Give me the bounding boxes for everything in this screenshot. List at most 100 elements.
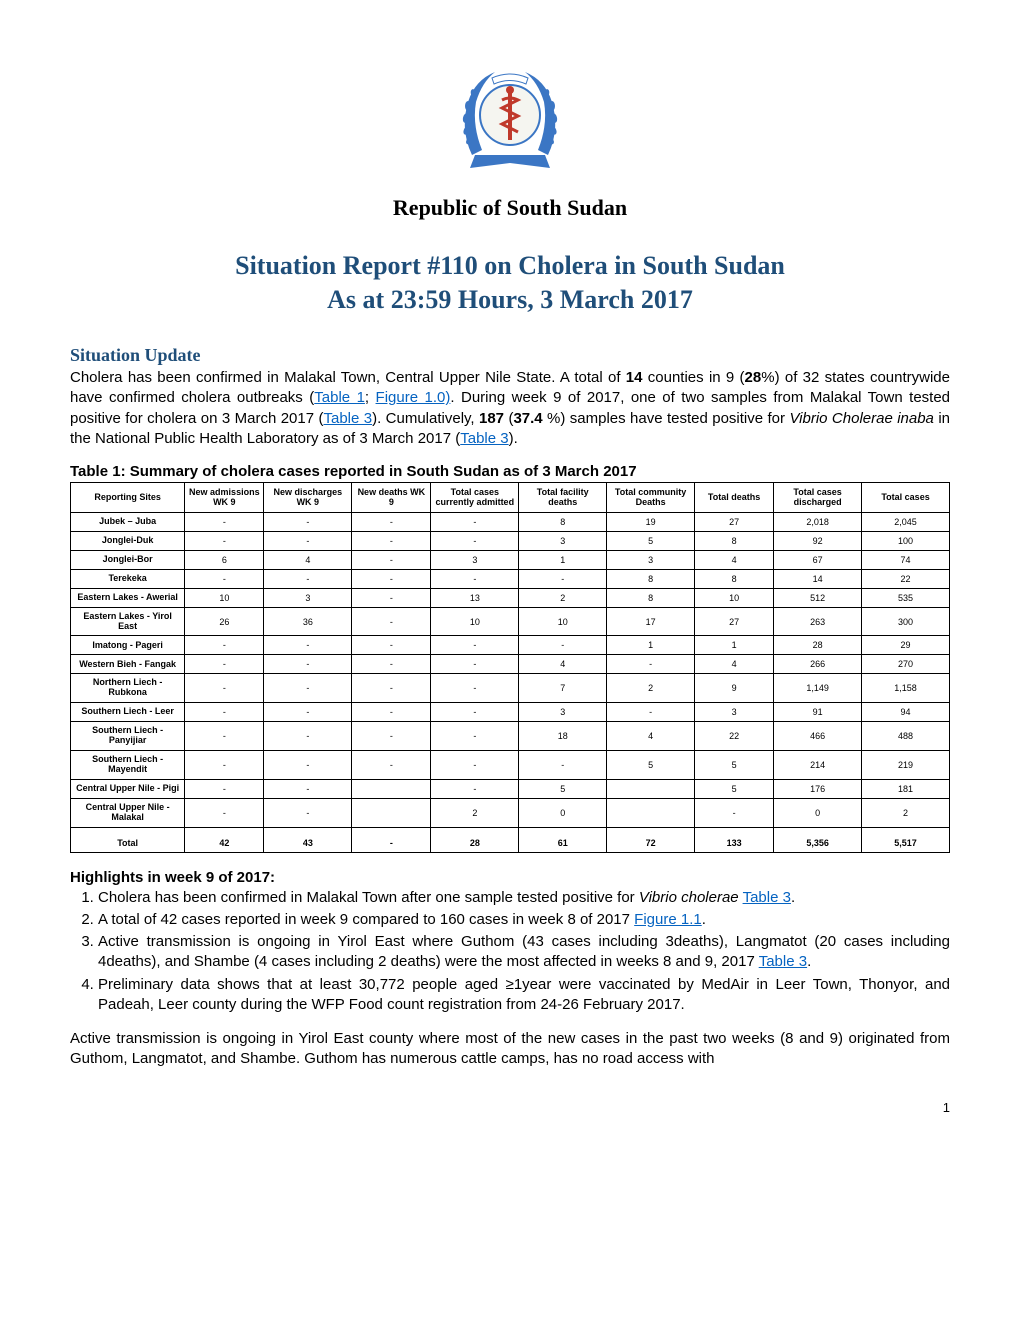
data-cell: 5 (607, 751, 695, 780)
text-span: Cholera has been confirmed in Malakal To… (98, 889, 639, 906)
table-row: Terekeka-----881422 (71, 569, 950, 588)
total-cell: 5,517 (862, 827, 950, 852)
table-row: Western Bieh - Fangak----4-4266270 (71, 655, 950, 674)
table-1-caption: Table 1: Summary of cholera cases report… (70, 463, 950, 480)
data-cell: 300 (862, 607, 950, 636)
data-cell: - (352, 636, 431, 655)
link-figure-1-0[interactable]: Figure 1.0) (376, 389, 451, 406)
link-table-3[interactable]: Table 3 (323, 410, 372, 427)
data-cell: 263 (774, 607, 862, 636)
data-cell: - (431, 674, 519, 703)
data-cell: - (431, 512, 519, 531)
data-cell: 3 (695, 703, 774, 722)
reporting-site-cell: Eastern Lakes - Yirol East (71, 607, 185, 636)
link-figure-1-1[interactable]: Figure 1.1 (634, 911, 702, 928)
data-cell: - (352, 607, 431, 636)
data-cell: - (607, 703, 695, 722)
data-cell: 1 (695, 636, 774, 655)
data-cell: 10 (431, 607, 519, 636)
data-cell: 4 (519, 655, 607, 674)
data-cell: 3 (519, 703, 607, 722)
data-cell (352, 779, 431, 798)
total-cell: 72 (607, 827, 695, 852)
data-cell: 91 (774, 703, 862, 722)
italic-vibrio: Vibrio Cholerae inaba (789, 410, 933, 427)
data-cell: - (352, 569, 431, 588)
data-cell: 266 (774, 655, 862, 674)
data-cell: 14 (774, 569, 862, 588)
data-cell: 27 (695, 512, 774, 531)
table-row: Central Upper Nile - Pigi---55176181 (71, 779, 950, 798)
table-total-row: Total4243-2861721335,3565,517 (71, 827, 950, 852)
data-cell: - (352, 751, 431, 780)
data-cell: - (519, 636, 607, 655)
data-cell: 5 (519, 779, 607, 798)
data-cell: 6 (185, 550, 264, 569)
link-table-3[interactable]: Table 3 (460, 430, 508, 447)
table-row: Jubek – Juba----819272,0182,045 (71, 512, 950, 531)
data-cell: 466 (774, 722, 862, 751)
table-header-cell: Total cases discharged (774, 483, 862, 513)
reporting-site-cell: Jonglei-Duk (71, 531, 185, 550)
text-span: . (807, 953, 811, 970)
text-span: Cholera has been confirmed in Malakal To… (70, 369, 626, 386)
data-cell: 214 (774, 751, 862, 780)
data-cell: - (431, 636, 519, 655)
data-cell: - (352, 588, 431, 607)
data-cell: 28 (774, 636, 862, 655)
data-cell: 0 (774, 798, 862, 827)
data-cell: - (431, 751, 519, 780)
highlights-list: Cholera has been confirmed in Malakal To… (70, 888, 950, 1016)
total-cell: 42 (185, 827, 264, 852)
data-cell: - (264, 798, 352, 827)
data-cell: 10 (519, 607, 607, 636)
reporting-site-cell: Jonglei-Bor (71, 550, 185, 569)
data-cell: 488 (862, 722, 950, 751)
data-cell: 22 (695, 722, 774, 751)
table-header-cell: New deaths WK 9 (352, 483, 431, 513)
text-span: A total of 42 cases reported in week 9 c… (98, 911, 634, 928)
data-cell: - (264, 636, 352, 655)
data-cell: 2 (607, 674, 695, 703)
report-title: Situation Report #110 on Cholera in Sout… (70, 251, 950, 281)
data-cell: 92 (774, 531, 862, 550)
data-cell: 3 (607, 550, 695, 569)
total-cell: 61 (519, 827, 607, 852)
table-header-cell: Total cases (862, 483, 950, 513)
highlight-item-2: A total of 42 cases reported in week 9 c… (98, 910, 950, 930)
text-span: Active transmission is ongoing in Yirol … (98, 933, 950, 970)
table-row: Imatong - Pageri-----112829 (71, 636, 950, 655)
data-cell: 0 (519, 798, 607, 827)
data-cell: - (264, 751, 352, 780)
data-cell: - (185, 703, 264, 722)
link-table-3[interactable]: Table 3 (759, 953, 807, 970)
data-cell: 270 (862, 655, 950, 674)
data-cell: 3 (431, 550, 519, 569)
link-table-1[interactable]: Table 1 (314, 389, 365, 406)
total-cell: - (352, 827, 431, 852)
data-cell: 1,149 (774, 674, 862, 703)
text-span: . (702, 911, 706, 928)
total-cell: 133 (695, 827, 774, 852)
text-span: counties in 9 ( (642, 369, 744, 386)
link-table-3[interactable]: Table 3 (743, 889, 791, 906)
data-cell: 94 (862, 703, 950, 722)
reporting-site-cell: Northern Liech - Rubkona (71, 674, 185, 703)
situation-update-paragraph: Cholera has been confirmed in Malakal To… (70, 368, 950, 449)
data-cell: 176 (774, 779, 862, 798)
reporting-site-cell: Central Upper Nile - Pigi (71, 779, 185, 798)
data-cell: 2 (519, 588, 607, 607)
data-cell: 5 (695, 779, 774, 798)
reporting-site-cell: Southern Liech - Panyijiar (71, 722, 185, 751)
data-cell: 5 (607, 531, 695, 550)
table-row: Eastern Lakes - Yirol East2636-101017272… (71, 607, 950, 636)
data-cell: - (185, 779, 264, 798)
data-cell: - (607, 655, 695, 674)
table-header-cell: New discharges WK 9 (264, 483, 352, 513)
data-cell: 2 (431, 798, 519, 827)
reporting-site-cell: Southern Liech - Leer (71, 703, 185, 722)
data-cell: 29 (862, 636, 950, 655)
total-cell: 43 (264, 827, 352, 852)
data-cell: - (264, 531, 352, 550)
data-cell: - (431, 569, 519, 588)
